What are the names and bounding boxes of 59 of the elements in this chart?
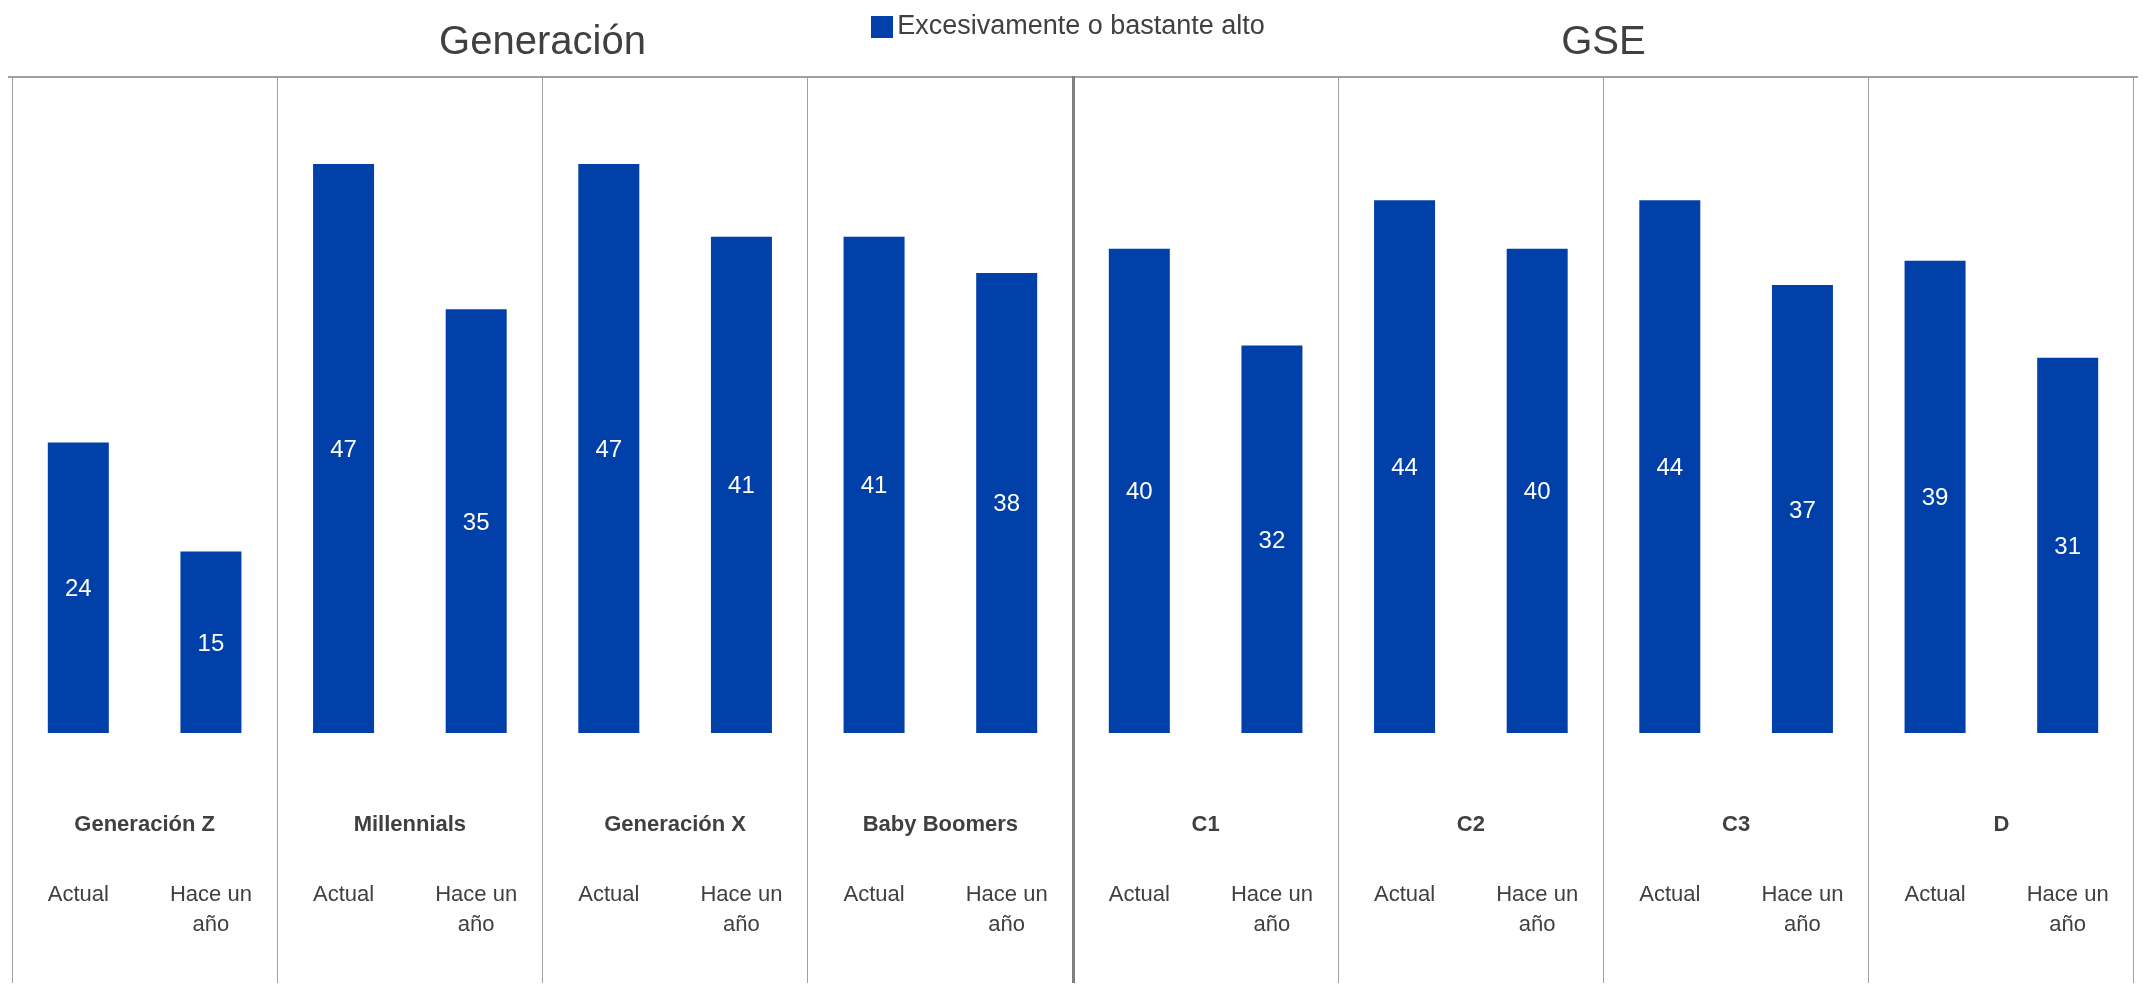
data-label: 38	[993, 489, 1021, 517]
data-label: 15	[197, 628, 225, 656]
text: Baby Boomers	[862, 811, 1019, 836]
x-tick-label: Actual	[1108, 881, 1170, 906]
bar	[1374, 200, 1436, 733]
bar	[976, 272, 1038, 733]
x-tick-label: Actual	[1639, 881, 1701, 906]
bar	[1108, 248, 1170, 733]
data-label: 37	[1789, 495, 1816, 523]
bar	[710, 236, 772, 733]
x-tick-label: Hace un año	[1230, 881, 1313, 936]
x-tick-label: Hace un año	[1496, 881, 1579, 936]
data-label: 39	[1921, 483, 1949, 511]
bar	[445, 309, 507, 733]
bar	[843, 236, 905, 733]
x-tick-label: Actual	[1373, 881, 1436, 906]
text: Generación X	[604, 811, 747, 836]
x-tick-label: Hace un año	[700, 881, 783, 936]
bar	[180, 551, 242, 733]
data-label: 47	[595, 435, 623, 463]
x-tick-label: Actual	[578, 881, 640, 906]
bar	[1904, 260, 1966, 733]
text: C1	[1191, 811, 1220, 836]
data-label: 35	[462, 507, 490, 535]
x-tick-label: Hace un año	[435, 881, 518, 936]
data-label: 31	[2054, 531, 2082, 559]
bar	[1506, 248, 1568, 733]
text: Generación	[439, 18, 646, 62]
x-tick-label: Hace un año	[1761, 881, 1844, 936]
bar	[1771, 285, 1833, 733]
x-tick-label: Actual	[843, 881, 905, 906]
text: C3	[1722, 811, 1751, 836]
text: D	[1993, 811, 2010, 836]
bar	[313, 164, 375, 733]
data-label: 40	[1523, 477, 1551, 505]
data-label: 32	[1258, 525, 1286, 553]
x-tick-label: Hace un año	[965, 881, 1048, 936]
legend-label: Excesivamente o bastante alto	[897, 10, 1265, 40]
text: GSE	[1561, 18, 1646, 62]
data-label: 41	[728, 471, 755, 499]
data-label: 44	[1656, 453, 1684, 481]
data-label: 40	[1125, 477, 1153, 505]
bar	[1639, 200, 1701, 733]
x-tick-label: Actual	[47, 881, 109, 906]
text: Generación Z	[74, 811, 215, 836]
data-label: 44	[1391, 453, 1418, 481]
bar	[1241, 345, 1303, 733]
x-tick-label: Actual	[1904, 881, 1966, 906]
data-label: 24	[64, 574, 92, 602]
data-label: 47	[330, 435, 357, 463]
x-tick-label: Hace un año	[169, 881, 252, 936]
text: C2	[1456, 811, 1485, 836]
bar	[47, 442, 109, 733]
x-tick-label: Hace un año	[2026, 881, 2109, 936]
data-label: 41	[860, 471, 888, 499]
bar	[578, 164, 640, 733]
x-tick-label: Actual	[312, 881, 375, 906]
text: Millennials	[353, 811, 467, 836]
bar	[2037, 357, 2099, 733]
